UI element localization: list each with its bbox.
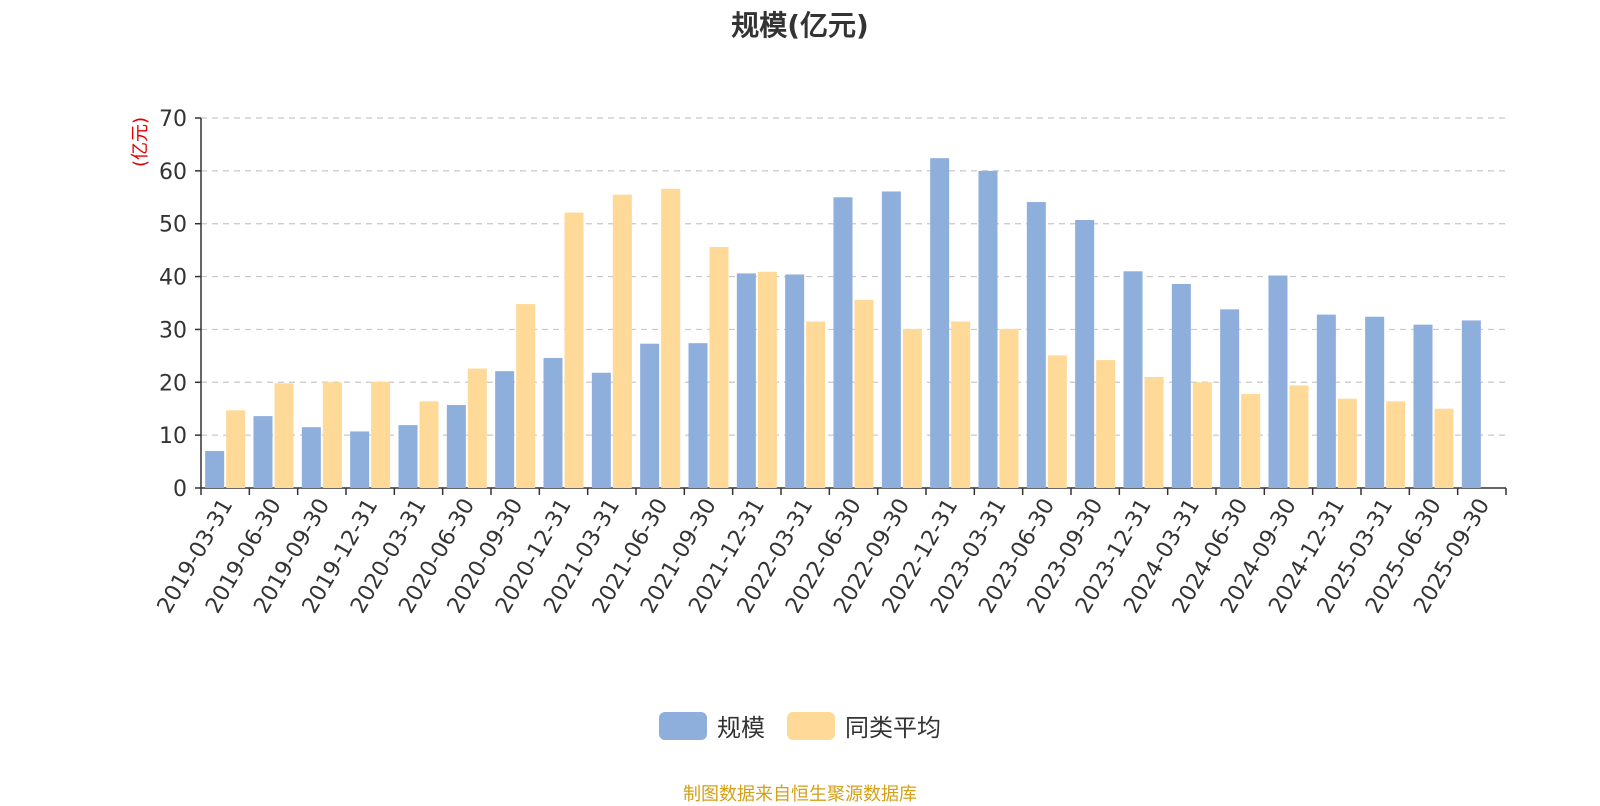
bar-scale	[253, 416, 273, 488]
bar-scale	[495, 371, 515, 488]
bar-scale	[640, 343, 660, 488]
bar-scale	[1365, 316, 1385, 488]
bar-peer-average	[322, 382, 342, 488]
bar-peer-average	[757, 271, 777, 488]
bar-scale	[833, 197, 853, 489]
bars	[205, 158, 1481, 489]
bar-scale	[978, 170, 998, 488]
bar-peer-average	[854, 299, 874, 488]
bar-peer-average	[467, 368, 487, 488]
bar-peer-average	[226, 410, 246, 488]
legend-label-peer-average: 同类平均	[845, 714, 941, 742]
bar-scale	[881, 191, 901, 488]
bar-scale	[736, 273, 756, 488]
bar-peer-average	[806, 321, 826, 488]
bar-scale	[1461, 320, 1481, 488]
bar-scale	[785, 274, 805, 488]
bar-peer-average	[1047, 355, 1067, 488]
bar-peer-average	[274, 383, 294, 488]
legend-swatch-scale	[659, 711, 707, 740]
bar-scale	[1026, 202, 1046, 489]
bar-scale	[1268, 275, 1288, 488]
bar-peer-average	[1434, 408, 1454, 488]
bar-peer-average	[999, 328, 1019, 488]
bar-peer-average	[1337, 398, 1357, 488]
bar-scale	[688, 343, 708, 488]
legend-item-scale[interactable]: 规模	[659, 708, 765, 743]
bar-scale	[543, 357, 563, 488]
bar-scale	[350, 431, 370, 488]
y-axis-label: (亿元)	[130, 117, 151, 167]
bar-peer-average	[371, 381, 391, 488]
y-tick-label: 40	[159, 266, 187, 291]
bar-scale	[930, 158, 950, 488]
bar-peer-average	[661, 188, 681, 489]
bar-scale	[1171, 283, 1191, 488]
axes	[195, 117, 1507, 495]
bar-scale	[591, 372, 611, 488]
y-tick-label: 70	[159, 107, 187, 132]
bar-peer-average	[1192, 382, 1212, 488]
y-tick-label: 0	[173, 477, 187, 502]
y-tick-label: 10	[159, 424, 187, 449]
legend: 规模 同类平均	[0, 708, 1600, 743]
legend-label-scale: 规模	[717, 714, 765, 742]
y-tick-label: 60	[159, 160, 187, 185]
bar-peer-average	[1144, 377, 1164, 488]
bar-peer-average	[564, 212, 584, 488]
bar-scale	[301, 427, 321, 488]
bar-scale	[1123, 271, 1143, 488]
source-note: 制图数据来自恒生聚源数据库	[683, 784, 917, 805]
bar-peer-average	[1241, 393, 1261, 488]
bar-peer-average	[1289, 385, 1309, 488]
y-tick-label: 20	[159, 371, 187, 396]
legend-item-peer-average[interactable]: 同类平均	[787, 708, 941, 743]
bar-scale	[1316, 314, 1336, 488]
y-tick-label: 30	[159, 318, 187, 343]
y-tick-label: 50	[159, 213, 187, 238]
bar-scale	[398, 425, 418, 488]
bar-peer-average	[902, 328, 922, 488]
bar-peer-average	[709, 246, 729, 488]
bar-peer-average	[419, 401, 439, 488]
bar-scale	[1220, 309, 1240, 488]
bar-scale	[1413, 324, 1433, 488]
bar-peer-average	[1386, 401, 1406, 488]
bar-peer-average	[951, 321, 971, 488]
bar-peer-average	[612, 194, 632, 488]
bar-scale	[205, 451, 225, 488]
grid-lines	[201, 117, 1506, 436]
bar-chart: 010203040506070(亿元)2019-03-312019-06-302…	[130, 107, 1507, 618]
bar-scale	[446, 405, 466, 488]
bar-peer-average	[1096, 360, 1116, 488]
bar-peer-average	[516, 304, 536, 488]
bar-scale	[1075, 220, 1095, 488]
chart-title: 规模(亿元)	[731, 9, 869, 42]
legend-swatch-peer-average	[787, 711, 835, 740]
